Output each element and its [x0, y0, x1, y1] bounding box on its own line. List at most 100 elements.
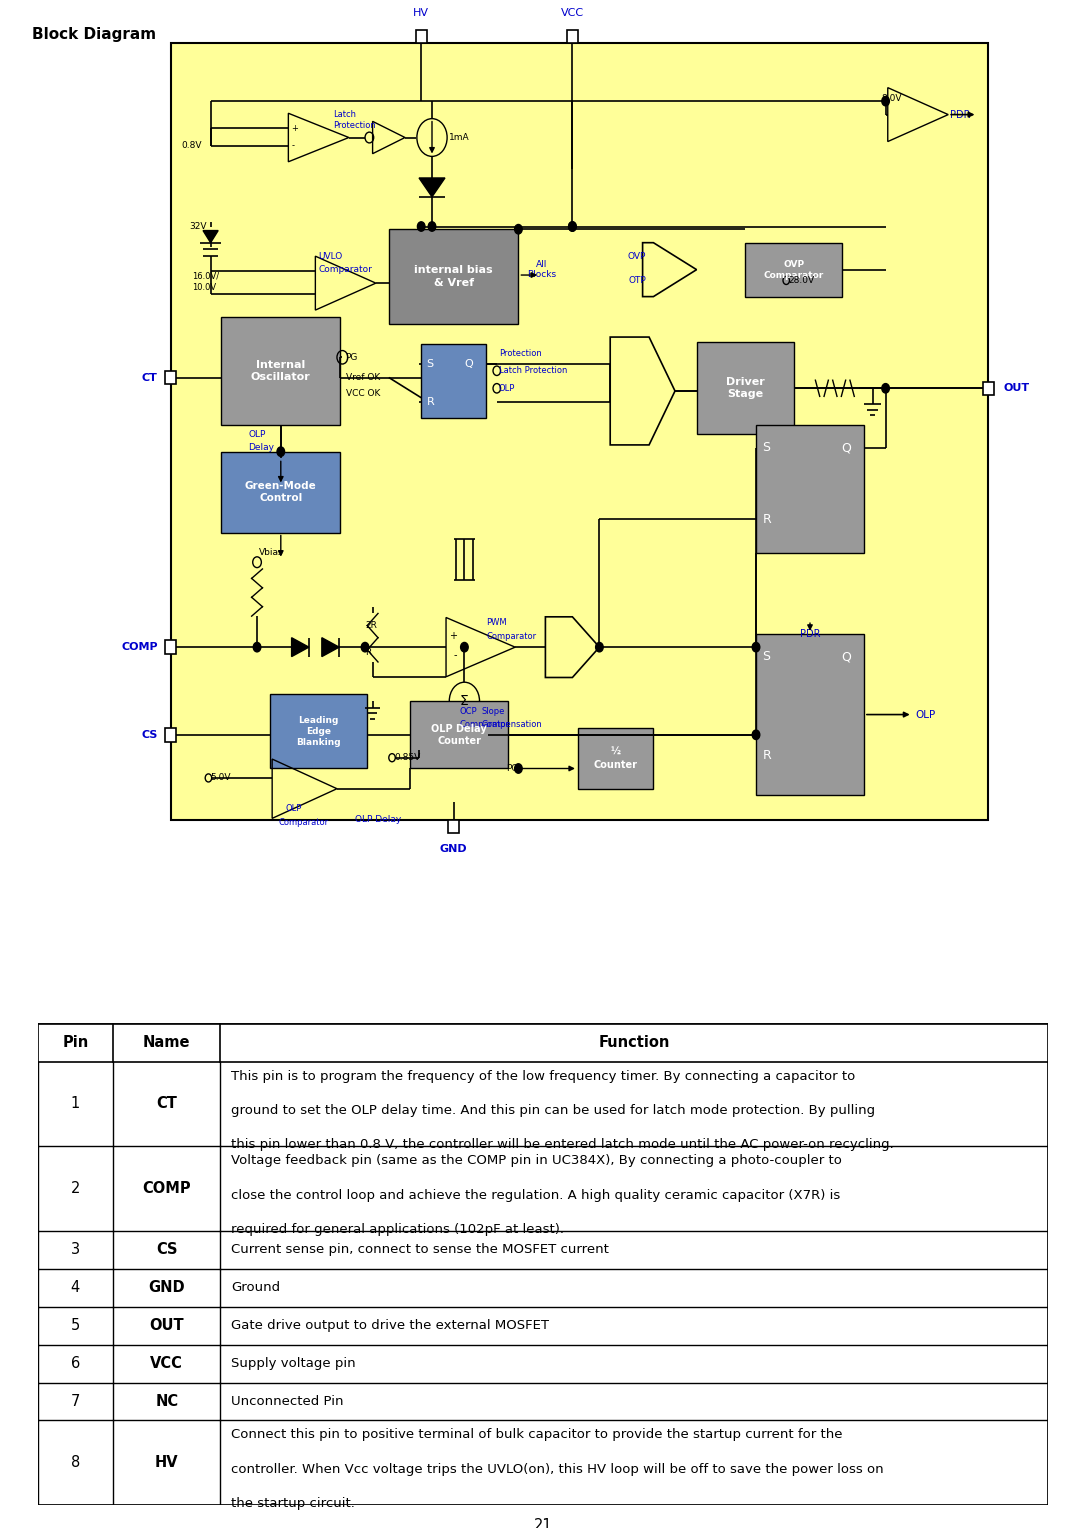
Bar [270, 694, 367, 769]
Text: 2: 2 [70, 1181, 80, 1196]
Text: this pin lower than 0.8 V, the controller will be entered latch mode until the A: this pin lower than 0.8 V, the controlle… [231, 1138, 894, 1152]
Text: Σ: Σ [460, 694, 469, 707]
Text: R: R [762, 749, 771, 761]
Circle shape [253, 642, 261, 652]
Text: CT: CT [157, 1097, 177, 1111]
Text: Name: Name [143, 1034, 190, 1050]
Text: Q: Q [841, 649, 851, 663]
Text: OLP Delay: OLP Delay [355, 816, 401, 824]
Text: GND: GND [440, 845, 468, 854]
Text: 5.0V: 5.0V [211, 773, 231, 782]
Text: VCC: VCC [561, 9, 584, 18]
Text: 8.0V: 8.0V [881, 93, 902, 102]
Text: COMP: COMP [121, 642, 158, 652]
Bar [421, 344, 486, 419]
Text: Delay: Delay [248, 443, 274, 452]
Text: OLP: OLP [248, 429, 266, 439]
Bar [697, 342, 794, 434]
Text: internal bias
& Vref: internal bias & Vref [415, 266, 492, 287]
Bar [221, 316, 340, 425]
Text: Internal
Oscillator: Internal Oscillator [251, 359, 311, 382]
Circle shape [882, 384, 890, 393]
Polygon shape [292, 637, 309, 657]
Text: 16.0V/: 16.0V/ [192, 272, 219, 281]
Text: R: R [365, 648, 372, 657]
Text: OLP: OLP [285, 804, 301, 813]
Text: All
Blocks: All Blocks [527, 260, 556, 280]
Text: Pin: Pin [63, 1034, 89, 1050]
Text: Unconnected Pin: Unconnected Pin [231, 1395, 343, 1407]
Text: Vref OK: Vref OK [346, 373, 380, 382]
Text: PG: PG [507, 764, 518, 773]
Text: close the control loop and achieve the regulation. A high quality ceramic capaci: close the control loop and achieve the r… [231, 1189, 840, 1201]
Bar [38, 1024, 1048, 1505]
Text: Comparator: Comparator [319, 266, 373, 274]
Bar [165, 371, 176, 384]
Text: Gate drive output to drive the external MOSFET: Gate drive output to drive the external … [231, 1319, 549, 1332]
Text: -: - [454, 651, 457, 660]
Text: Compensation: Compensation [482, 720, 542, 729]
Circle shape [278, 446, 285, 457]
Text: 2R: 2R [365, 620, 377, 630]
Text: VCC OK: VCC OK [346, 390, 380, 399]
Text: Q: Q [841, 442, 851, 454]
Text: OUT: OUT [149, 1319, 184, 1334]
Text: +: + [292, 124, 298, 133]
Circle shape [752, 730, 760, 740]
Text: Latch Protection: Latch Protection [499, 367, 567, 376]
Text: OVP: OVP [627, 252, 646, 261]
Text: +: + [449, 631, 457, 642]
Bar [38, 1024, 1048, 1062]
Text: 6: 6 [71, 1355, 80, 1371]
Bar [221, 452, 340, 533]
Text: CS: CS [156, 1242, 177, 1258]
Circle shape [428, 222, 435, 231]
Text: S: S [762, 442, 770, 454]
Text: Comparator: Comparator [459, 720, 509, 729]
Bar [983, 382, 994, 396]
Text: 8: 8 [71, 1455, 80, 1470]
Text: R: R [762, 512, 771, 526]
Text: Voltage feedback pin (same as the COMP pin in UC384X), By connecting a photo-cou: Voltage feedback pin (same as the COMP p… [231, 1154, 842, 1167]
Circle shape [882, 96, 890, 105]
Text: CT: CT [141, 373, 158, 382]
Text: 7: 7 [70, 1394, 80, 1409]
Text: GND: GND [148, 1280, 185, 1296]
Text: Latch: Latch [333, 110, 355, 119]
Text: Protection: Protection [499, 348, 542, 358]
Text: Protection: Protection [333, 121, 376, 130]
Text: Q: Q [464, 359, 473, 370]
Bar [171, 43, 988, 819]
Text: Block Diagram: Block Diagram [32, 28, 157, 41]
Text: required for general applications (102pF at least).: required for general applications (102pF… [231, 1222, 564, 1236]
Text: This pin is to program the frequency of the low frequency timer. By connecting a: This pin is to program the frequency of … [231, 1070, 855, 1083]
Bar [410, 701, 508, 769]
Text: OCP: OCP [459, 707, 476, 717]
Text: S: S [762, 649, 770, 663]
Bar [165, 640, 176, 654]
Bar [567, 29, 578, 43]
Text: PWM: PWM [486, 619, 507, 628]
Bar [745, 243, 842, 296]
Text: OTP: OTP [629, 277, 646, 284]
Text: controller. When Vcc voltage trips the UVLO(on), this HV loop will be off to sav: controller. When Vcc voltage trips the U… [231, 1462, 883, 1476]
Polygon shape [419, 177, 445, 197]
Circle shape [569, 222, 577, 231]
Circle shape [515, 225, 523, 234]
Circle shape [515, 764, 523, 773]
Text: Vbias: Vbias [259, 549, 284, 558]
Circle shape [418, 222, 426, 231]
Text: 28.0V: 28.0V [788, 277, 814, 284]
Text: 5: 5 [71, 1319, 80, 1334]
Text: NC: NC [156, 1394, 178, 1409]
Text: 1: 1 [71, 1097, 80, 1111]
Text: 0.85V: 0.85V [394, 753, 420, 762]
Text: 1mA: 1mA [449, 133, 470, 142]
Bar [756, 634, 864, 796]
Text: OLP: OLP [499, 384, 515, 393]
Bar [389, 229, 518, 324]
Text: 21: 21 [534, 1517, 552, 1528]
Text: Supply voltage pin: Supply voltage pin [231, 1357, 355, 1371]
Text: Driver
Stage: Driver Stage [726, 377, 765, 399]
Text: Function: Function [598, 1034, 670, 1050]
